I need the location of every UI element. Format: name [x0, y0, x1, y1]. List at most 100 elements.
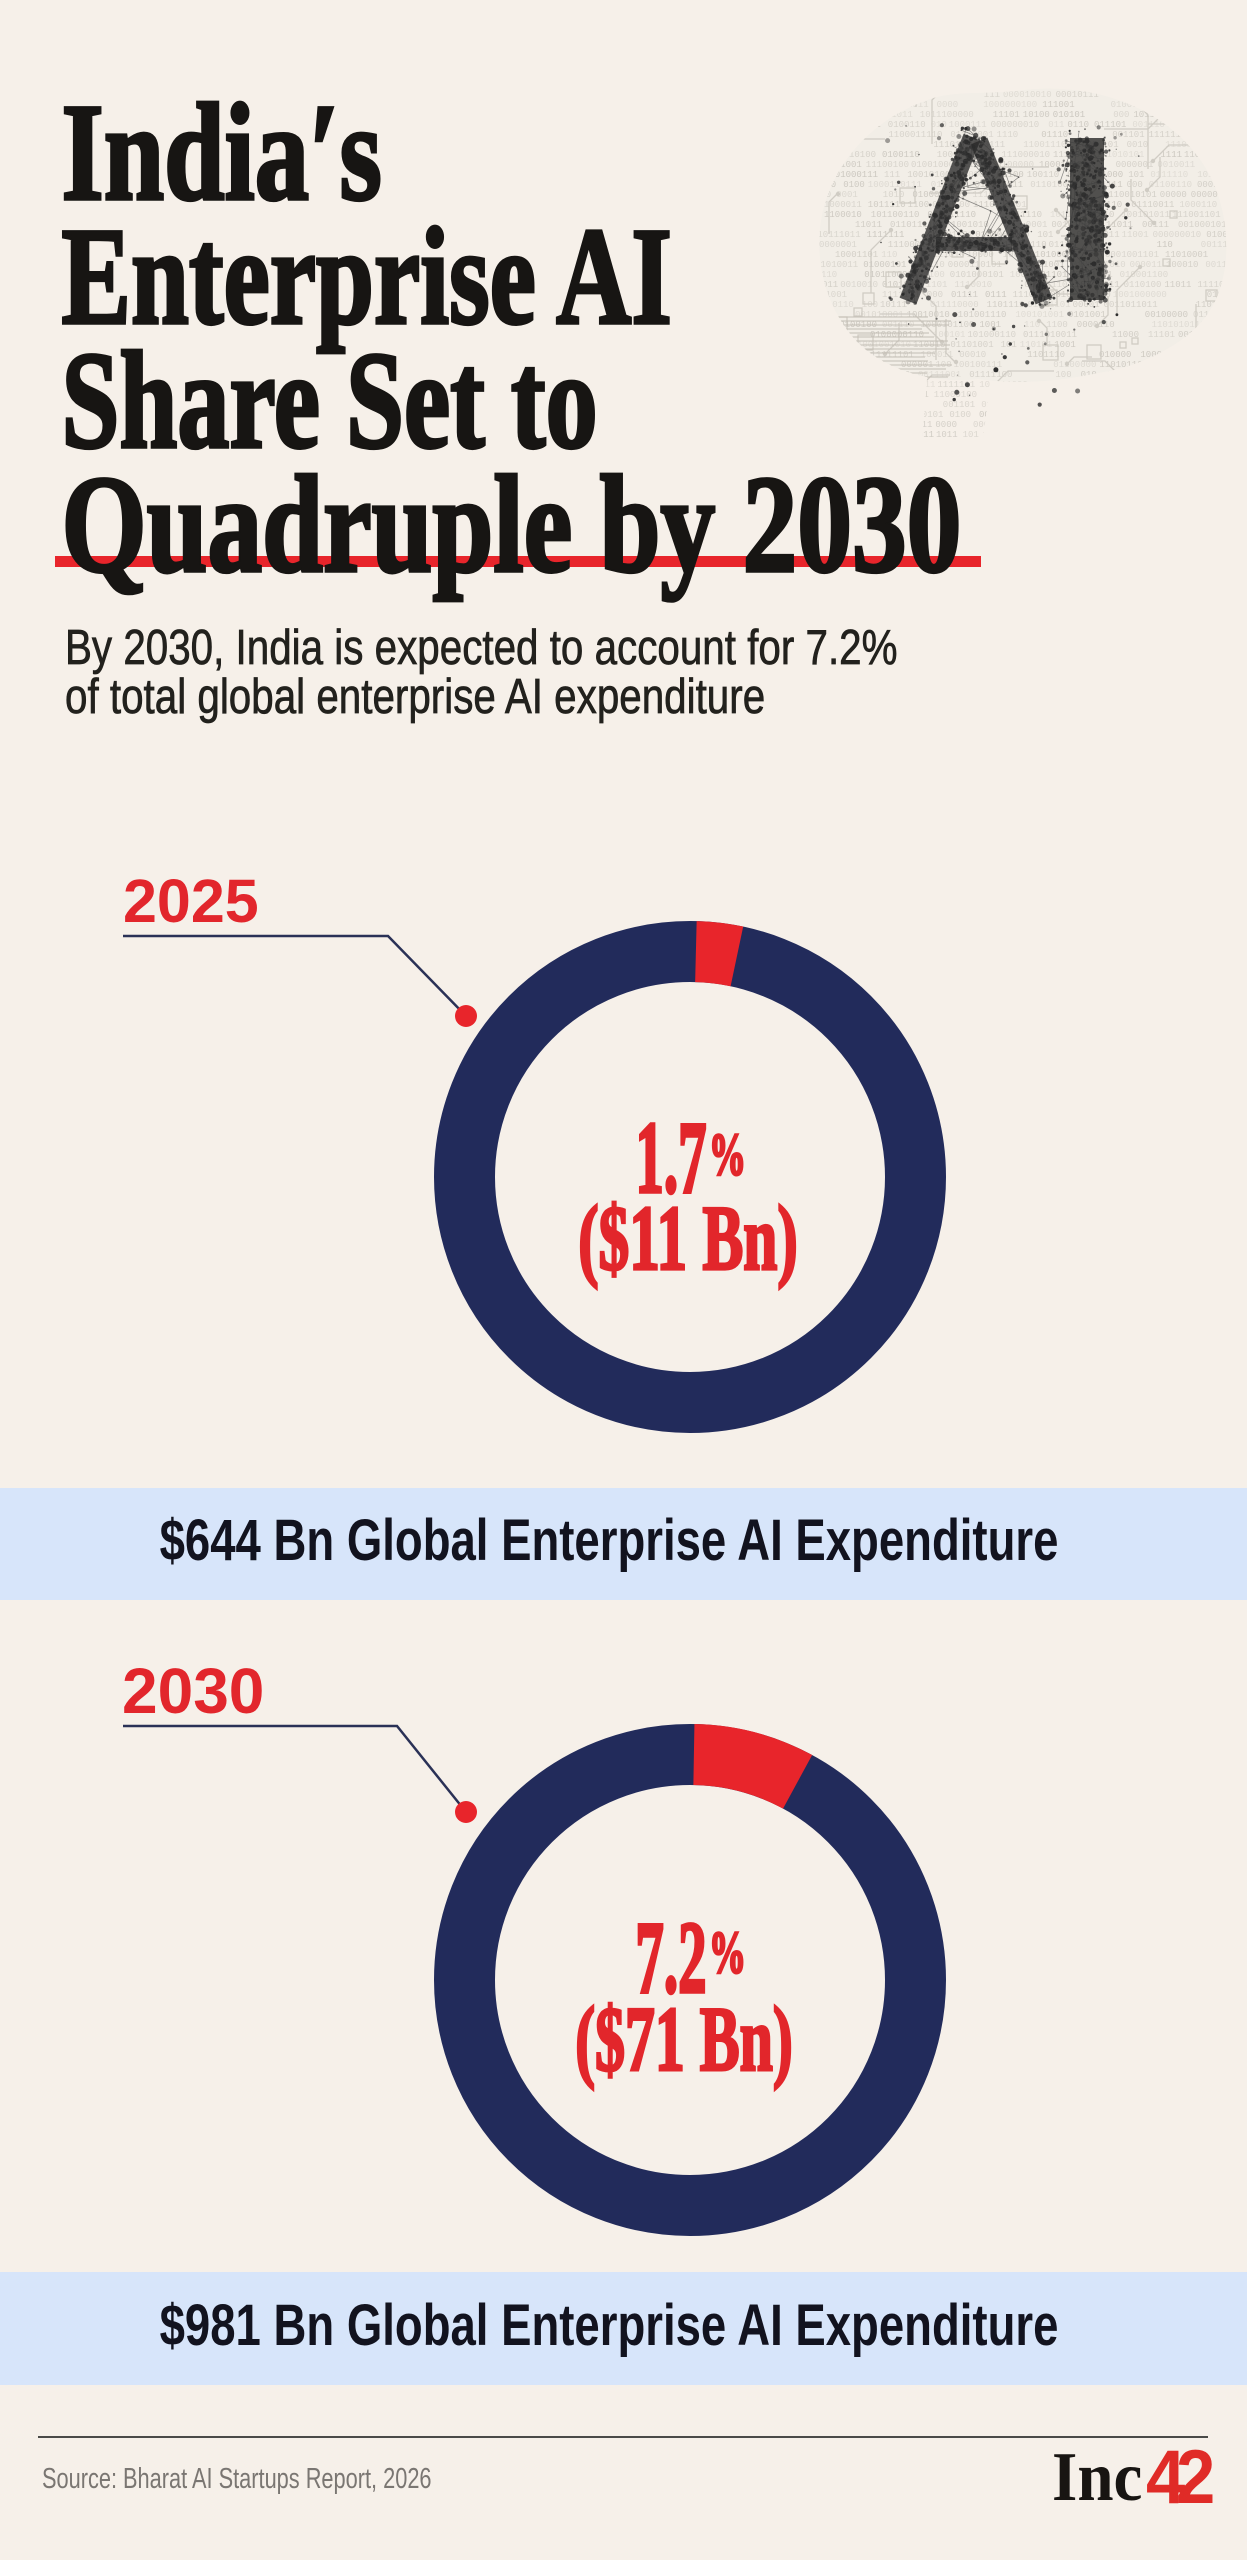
- svg-text:100100111: 100100111: [954, 360, 1003, 370]
- svg-text:1001: 1001: [979, 320, 1001, 330]
- svg-text:100010: 100010: [1166, 260, 1198, 270]
- svg-text:00000: 00000: [1191, 190, 1218, 200]
- svg-text:100101: 100101: [933, 330, 965, 340]
- svg-text:01100110: 01100110: [1149, 180, 1192, 190]
- svg-text:0010011: 0010011: [1157, 160, 1195, 170]
- svg-text:00010111: 00010111: [1056, 90, 1099, 100]
- svg-text:1001010: 1001010: [951, 220, 989, 230]
- svg-text:0000001: 0000001: [819, 240, 857, 250]
- svg-text:%: %: [709, 1121, 746, 1187]
- svg-text:010100001: 010100001: [1029, 250, 1078, 260]
- svg-text:01000: 01000: [1111, 100, 1138, 110]
- svg-text:010111011: 010111011: [812, 230, 861, 240]
- svg-text:2025: 2025: [123, 867, 259, 935]
- svg-text:10001101: 10001101: [835, 250, 878, 260]
- svg-text:0100: 0100: [949, 410, 971, 420]
- svg-text:01111100: 01111100: [969, 370, 1012, 380]
- svg-text:0110111110: 0110111110: [890, 220, 944, 230]
- svg-text:101: 101: [1001, 340, 1017, 350]
- svg-text:000011: 000011: [1130, 260, 1162, 270]
- svg-text:0100110: 0100110: [882, 150, 920, 160]
- svg-text:000: 000: [1113, 110, 1129, 120]
- svg-text:011101: 011101: [1094, 120, 1126, 130]
- svg-text:01100: 01100: [918, 270, 945, 280]
- svg-text:000000010: 000000010: [1153, 230, 1202, 240]
- svg-text:1110: 1110: [1013, 290, 1035, 300]
- svg-text:01110011: 01110011: [1131, 200, 1174, 210]
- svg-text:1000101: 1000101: [906, 410, 944, 420]
- svg-text:0100: 0100: [843, 180, 865, 190]
- svg-text:of total global enterprise AI: of total global enterprise AI expenditur…: [65, 668, 765, 724]
- svg-text:0110100: 0110100: [1124, 280, 1162, 290]
- svg-text:001010001: 001010001: [855, 310, 904, 320]
- svg-text:10100: 10100: [1023, 110, 1050, 120]
- svg-text:%: %: [709, 1919, 746, 1985]
- svg-text:($11 Bn): ($11 Bn): [578, 1186, 798, 1289]
- svg-text:1110010: 1110010: [954, 280, 992, 290]
- svg-text:11011: 11011: [1106, 220, 1133, 230]
- svg-text:000010010: 000010010: [1003, 90, 1052, 100]
- svg-text:11101: 11101: [993, 110, 1020, 120]
- svg-text:0111: 0111: [985, 290, 1007, 300]
- svg-text:110: 110: [1024, 320, 1040, 330]
- svg-text:01101001: 01101001: [950, 340, 993, 350]
- svg-text:110011100: 110011100: [1023, 140, 1072, 150]
- svg-text:0000110101: 0000110101: [948, 260, 1002, 270]
- svg-text:0111010101: 0111010101: [1090, 150, 1144, 160]
- svg-text:000: 000: [1127, 180, 1143, 190]
- svg-text:1101111: 1101111: [987, 300, 1025, 310]
- svg-text:111001: 111001: [1042, 100, 1074, 110]
- svg-text:11100010: 11100010: [888, 240, 931, 250]
- svg-text:1.7: 1.7: [635, 1100, 706, 1214]
- svg-text:Inc: Inc: [1052, 2438, 1142, 2516]
- svg-text:0111010011: 0111010011: [1023, 330, 1077, 340]
- svg-text:01110001: 01110001: [950, 130, 993, 140]
- svg-text:1001001: 1001001: [1027, 260, 1065, 270]
- svg-text:111111011: 111111011: [1149, 130, 1198, 140]
- svg-text:111: 111: [884, 170, 900, 180]
- svg-text:01010011: 01010011: [815, 260, 858, 270]
- svg-text:110: 110: [1157, 240, 1173, 250]
- svg-text:11011: 11011: [855, 220, 882, 230]
- svg-text:Enterprise AI: Enterprise AI: [62, 198, 672, 353]
- svg-text:10000: 10000: [967, 250, 994, 260]
- svg-text:1111011: 1111011: [1197, 280, 1232, 290]
- svg-text:011: 011: [1048, 120, 1064, 130]
- svg-text:01101000: 01101000: [1030, 180, 1073, 190]
- svg-text:00000: 00000: [1160, 190, 1187, 200]
- svg-text:0001101: 0001101: [935, 230, 973, 240]
- svg-text:0001: 0001: [836, 190, 858, 200]
- svg-text:1001: 1001: [1003, 250, 1025, 260]
- svg-text:($71 Bn): ($71 Bn): [575, 1988, 793, 2090]
- svg-text:11000100: 11000100: [934, 390, 977, 400]
- svg-text:0101: 0101: [1048, 80, 1070, 90]
- svg-text:00001: 00001: [1073, 300, 1100, 310]
- svg-text:00010: 00010: [959, 350, 986, 360]
- svg-text:1101110: 1101110: [1027, 350, 1065, 360]
- svg-text:$981 Bn Global Enterprise AI E: $981 Bn Global Enterprise AI Expenditure: [160, 2294, 1059, 2359]
- svg-text:100: 100: [1055, 370, 1071, 380]
- svg-text:1000110: 1000110: [1179, 200, 1217, 210]
- svg-text:0010110: 0010110: [816, 300, 854, 310]
- svg-text:10111: 10111: [880, 300, 907, 310]
- svg-text:011110000: 011110000: [930, 300, 979, 310]
- svg-text:01001000: 01001000: [911, 160, 954, 170]
- svg-text:0001001101: 0001001101: [1105, 250, 1159, 260]
- svg-text:Share Set to: Share Set to: [62, 322, 598, 477]
- svg-text:11110: 11110: [1015, 210, 1042, 220]
- svg-text:1100010: 1100010: [824, 210, 862, 220]
- svg-text:0100010001: 0100010001: [912, 190, 966, 200]
- svg-text:Quadruple by 2030: Quadruple by 2030: [62, 448, 962, 603]
- svg-text:001101: 001101: [1112, 130, 1144, 140]
- svg-text:2: 2: [1176, 2435, 1215, 2520]
- svg-text:0010100: 0010100: [838, 150, 876, 160]
- svg-text:101: 101: [1102, 140, 1118, 150]
- svg-text:111010: 111010: [932, 250, 964, 260]
- svg-text:1000110111: 1000110111: [868, 180, 922, 190]
- svg-text:10010010: 10010010: [907, 310, 950, 320]
- svg-text:4: 4: [1146, 2435, 1185, 2520]
- svg-text:0011011011: 0011011011: [1104, 300, 1158, 310]
- svg-text:101001110: 101001110: [958, 310, 1007, 320]
- svg-text:0010010: 0010010: [840, 280, 878, 290]
